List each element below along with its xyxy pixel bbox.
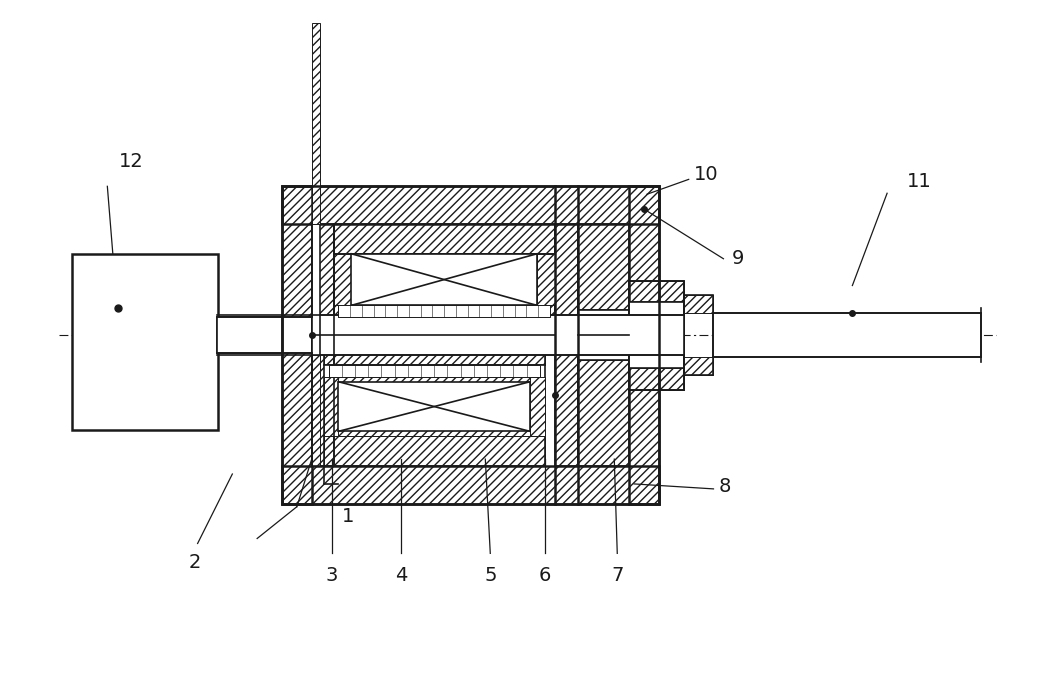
Bar <box>714 314 982 357</box>
Text: 6: 6 <box>539 566 551 585</box>
Bar <box>578 224 629 310</box>
Bar <box>312 335 334 466</box>
Bar <box>282 186 312 504</box>
Bar <box>282 186 659 224</box>
Bar <box>334 224 554 254</box>
Bar <box>334 224 554 254</box>
Bar <box>217 317 282 353</box>
Bar <box>629 186 659 504</box>
Text: 10: 10 <box>694 165 718 184</box>
Bar <box>338 382 530 431</box>
Bar <box>629 368 684 390</box>
Bar <box>578 360 629 466</box>
Text: 8: 8 <box>718 477 731 496</box>
Bar <box>334 305 554 335</box>
Bar <box>312 315 684 355</box>
Bar <box>282 186 659 504</box>
Bar <box>554 224 578 466</box>
Text: 11: 11 <box>907 172 931 191</box>
Bar <box>312 355 319 466</box>
Bar <box>329 365 540 377</box>
Bar <box>629 368 684 390</box>
Bar <box>323 365 545 436</box>
Bar <box>629 281 684 302</box>
Bar <box>312 224 334 335</box>
Bar <box>684 357 714 374</box>
Bar <box>629 281 684 390</box>
Text: 12: 12 <box>119 153 144 172</box>
Bar <box>684 295 714 314</box>
Bar <box>338 305 550 317</box>
Bar <box>352 254 537 305</box>
Bar <box>312 335 334 466</box>
Bar <box>323 377 545 436</box>
Bar <box>334 254 352 305</box>
Text: 5: 5 <box>484 566 497 585</box>
Bar <box>312 224 319 466</box>
Bar <box>312 224 334 335</box>
Bar <box>629 302 684 368</box>
Text: 2: 2 <box>188 554 201 573</box>
Text: 9: 9 <box>732 249 743 268</box>
Bar <box>323 335 545 365</box>
Bar <box>684 295 714 374</box>
Bar <box>71 254 218 430</box>
Bar <box>334 305 554 335</box>
Bar <box>282 466 659 504</box>
Bar <box>323 377 338 436</box>
Bar <box>282 466 659 504</box>
Bar <box>530 377 545 436</box>
Bar <box>578 224 629 310</box>
Text: 7: 7 <box>611 566 624 585</box>
Bar <box>334 254 554 305</box>
Bar <box>323 436 545 466</box>
Bar <box>537 254 554 305</box>
Text: 4: 4 <box>395 566 407 585</box>
Bar <box>578 360 629 466</box>
Bar <box>312 22 319 224</box>
Bar <box>217 317 312 353</box>
Bar <box>282 186 312 504</box>
Bar <box>578 310 629 360</box>
Text: 3: 3 <box>326 566 338 585</box>
Bar <box>323 436 545 466</box>
Text: 1: 1 <box>341 507 354 526</box>
Bar <box>282 186 659 224</box>
Bar <box>629 281 684 302</box>
Bar <box>323 335 545 365</box>
Bar <box>554 224 578 466</box>
Bar <box>629 186 659 504</box>
